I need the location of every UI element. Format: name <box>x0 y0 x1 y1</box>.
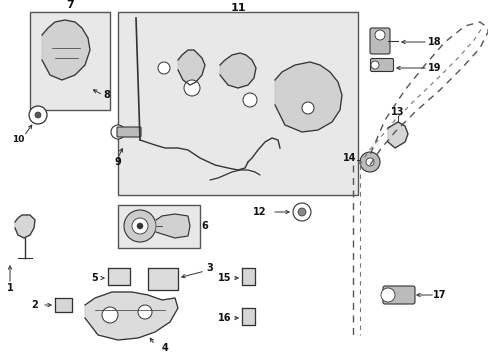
Circle shape <box>370 61 378 69</box>
Text: 13: 13 <box>390 107 404 117</box>
Polygon shape <box>85 292 178 340</box>
Text: 1: 1 <box>7 283 13 293</box>
Bar <box>118 205 200 248</box>
Text: 10: 10 <box>12 135 24 144</box>
Circle shape <box>302 102 313 114</box>
Text: 3: 3 <box>206 263 213 273</box>
FancyBboxPatch shape <box>370 58 393 72</box>
Bar <box>30 12 110 110</box>
Text: 7: 7 <box>66 0 74 10</box>
Text: 19: 19 <box>427 63 441 73</box>
Polygon shape <box>42 20 90 80</box>
Circle shape <box>183 80 200 96</box>
Text: 14: 14 <box>343 153 356 163</box>
Text: 6: 6 <box>201 221 208 231</box>
Circle shape <box>35 112 41 118</box>
Circle shape <box>158 62 170 74</box>
Polygon shape <box>242 268 254 285</box>
Polygon shape <box>274 62 341 132</box>
Text: 11: 11 <box>230 3 245 13</box>
Circle shape <box>380 288 394 302</box>
Text: 16: 16 <box>218 313 231 323</box>
FancyBboxPatch shape <box>382 286 414 304</box>
Polygon shape <box>387 122 407 148</box>
Text: 5: 5 <box>91 273 98 283</box>
Text: 2: 2 <box>32 300 38 310</box>
Polygon shape <box>220 53 256 88</box>
Circle shape <box>124 210 156 242</box>
Text: 8: 8 <box>103 90 110 100</box>
Polygon shape <box>156 214 190 238</box>
Circle shape <box>132 218 148 234</box>
Polygon shape <box>108 268 130 285</box>
Circle shape <box>359 152 379 172</box>
Circle shape <box>137 223 142 229</box>
Text: 15: 15 <box>218 273 231 283</box>
Polygon shape <box>242 308 254 325</box>
FancyBboxPatch shape <box>369 28 389 54</box>
Circle shape <box>365 158 373 166</box>
Polygon shape <box>178 50 204 85</box>
Circle shape <box>29 106 47 124</box>
Text: 17: 17 <box>432 290 446 300</box>
Circle shape <box>138 305 152 319</box>
Circle shape <box>102 307 118 323</box>
Text: 12: 12 <box>253 207 266 217</box>
Polygon shape <box>55 298 72 312</box>
Circle shape <box>297 208 305 216</box>
Text: 4: 4 <box>162 343 168 353</box>
Text: 18: 18 <box>427 37 441 47</box>
Polygon shape <box>148 268 178 290</box>
Bar <box>118 12 357 195</box>
Text: 9: 9 <box>114 157 121 167</box>
Polygon shape <box>15 215 35 238</box>
Circle shape <box>243 93 257 107</box>
Circle shape <box>292 203 310 221</box>
Circle shape <box>374 30 384 40</box>
Circle shape <box>111 125 125 139</box>
FancyBboxPatch shape <box>117 127 141 137</box>
